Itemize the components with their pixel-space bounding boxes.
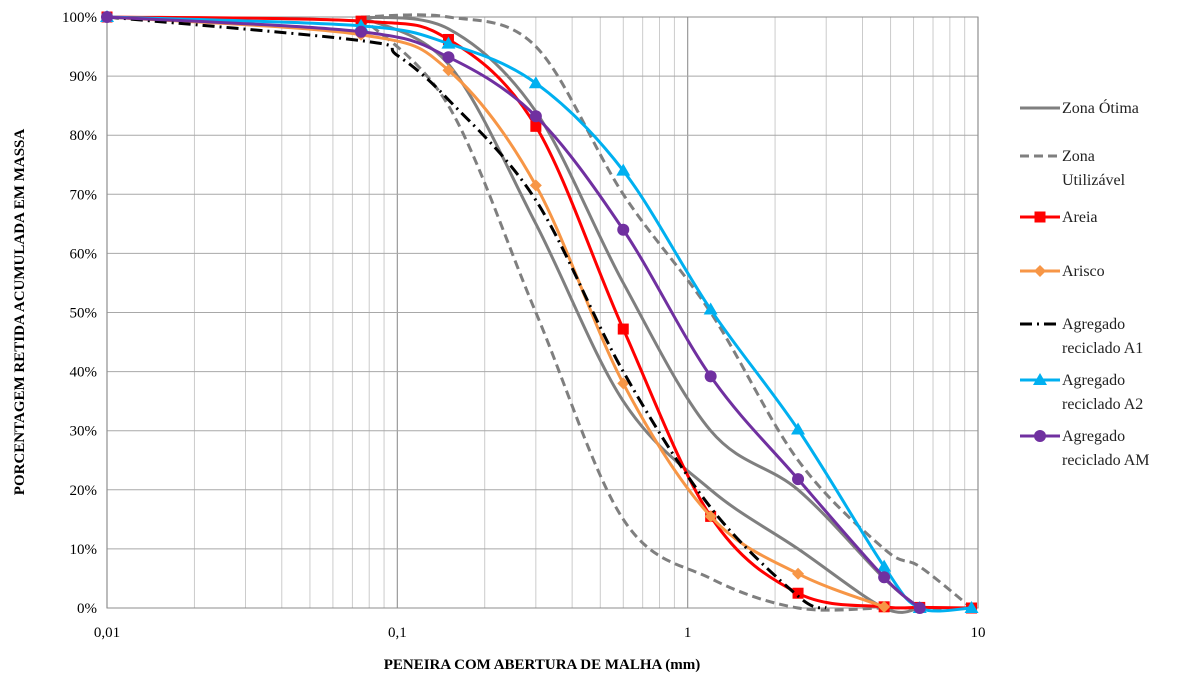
series-agregado-reciclado-a1 [106, 15, 827, 610]
series-line-agregado-reciclado-a1 [106, 15, 827, 610]
y-tick-label: 40% [70, 365, 98, 381]
y-tick-label: 60% [70, 246, 98, 262]
data-point-agregado-reciclado-am [355, 25, 368, 38]
data-point-arisco [704, 510, 717, 523]
tick-labels: 0,01 0,1 1 100%10%20%30%40%50%60%70%80%90%1… [62, 10, 986, 641]
series-line-zona-utilizavel [359, 15, 972, 612]
legend-label-areia: Areia [1062, 209, 1098, 226]
legend-item-agregado-reciclado-a2: Agregado reciclado A2 [1020, 372, 1143, 413]
legend-marker-arisco [1034, 265, 1046, 277]
legend-item-areia: Areia [1020, 209, 1098, 226]
series-line-arisco [106, 15, 885, 609]
y-tick-label: 90% [70, 69, 98, 85]
series-arisco [101, 11, 891, 613]
data-point-agregado-reciclado-am [442, 51, 455, 64]
series-agregado-reciclado-am [101, 11, 926, 614]
data-point-arisco [792, 567, 805, 580]
data-point-agregado-reciclado-am [617, 223, 630, 236]
data-point-areia [792, 587, 804, 599]
data-point-areia [617, 323, 629, 335]
legend-label-agregado-reciclado-a1: Agregado reciclado A1 [1062, 316, 1143, 357]
plot-area-border [106, 16, 979, 609]
legend-label-zona-otima: Zona Ótima [1062, 98, 1139, 117]
legend-item-zona-utilizavel: Zona Utilizável [1020, 148, 1126, 189]
y-tick-label: 80% [70, 128, 98, 144]
legend-item-arisco: Arisco [1020, 263, 1105, 280]
data-point-agregado-reciclado-a2 [616, 163, 631, 176]
legend-item-agregado-reciclado-a1: Agregado reciclado A1 [1020, 316, 1143, 357]
legend-label-zona-utilizavel: Zona Utilizável [1062, 148, 1126, 189]
data-point-arisco [878, 600, 891, 613]
legend-item-agregado-reciclado-am: Agregado reciclado AM [1020, 428, 1150, 469]
data-point-agregado-reciclado-am [878, 571, 891, 584]
data-point-agregado-reciclado-am [704, 370, 717, 383]
legend-label-agregado-reciclado-am: Agregado reciclado AM [1062, 428, 1150, 469]
legend-label-arisco: Arisco [1062, 263, 1105, 280]
data-point-agregado-reciclado-a2 [791, 422, 806, 435]
series-line-agregado-reciclado-a2 [106, 15, 972, 613]
x-axis-title: PENEIRA COM ABERTURA DE MALHA (mm) [384, 657, 701, 673]
y-tick-label: 30% [70, 424, 98, 440]
data-point-areia [530, 120, 542, 132]
data-point-agregado-reciclado-am [101, 11, 113, 23]
x-tick-label: 0,01 [94, 625, 120, 641]
data-point-arisco [529, 179, 542, 192]
legend: Zona Ótima Zona Utilizável Areia Arisco Agreg… [1020, 98, 1150, 469]
data-point-agregado-reciclado-am [792, 473, 805, 486]
x-tick-label: 0,1 [388, 625, 407, 641]
data-point-agregado-reciclado-am [913, 602, 926, 614]
series-line-zona-utilizavel [361, 13, 973, 610]
y-tick-label: 10% [70, 542, 98, 558]
series-layer [100, 10, 979, 614]
data-point-agregado-reciclado-a2 [877, 559, 892, 572]
data-point-agregado-reciclado-a2 [528, 76, 543, 89]
y-tick-label: 70% [70, 187, 98, 203]
legend-item-zona-otima: Zona Ótima [1020, 98, 1139, 117]
y-tick-label: 20% [70, 483, 98, 499]
data-point-agregado-reciclado-a2 [964, 601, 979, 613]
data-point-agregado-reciclado-a2 [441, 36, 456, 49]
x-tick-label: 1 [684, 625, 692, 641]
y-tick-label: 100% [62, 10, 97, 26]
y-axis-title: PORCENTAGEM RETIDA ACUMULADA EM MASSA [12, 129, 28, 496]
y-tick-label: 50% [70, 306, 98, 322]
legend-marker-agregado-reciclado-am [1034, 430, 1046, 442]
x-tick-label: 10 [971, 625, 986, 641]
data-point-arisco [617, 377, 630, 390]
legend-marker-agregado-reciclado-a2 [1033, 373, 1047, 385]
data-point-agregado-reciclado-a2 [703, 302, 718, 315]
legend-label-agregado-reciclado-a2: Agregado reciclado A2 [1062, 372, 1143, 413]
data-point-agregado-reciclado-am [529, 110, 542, 123]
grid [106, 16, 979, 609]
series-line-zona-otima [360, 15, 921, 610]
y-tick-label: 0% [77, 601, 97, 617]
series-agregado-reciclado-a2 [100, 10, 979, 613]
legend-marker-areia [1034, 211, 1046, 223]
data-point-arisco [442, 64, 455, 77]
